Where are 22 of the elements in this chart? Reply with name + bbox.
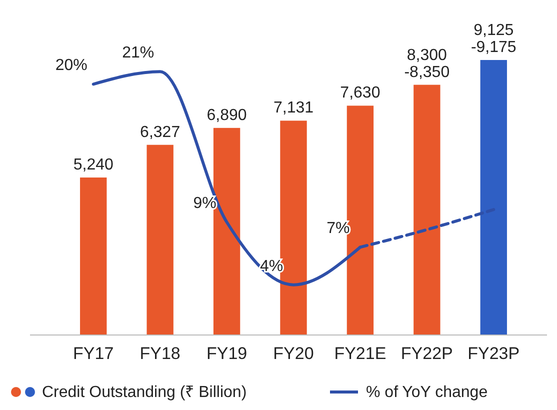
data-label: 9,125-9,175 bbox=[470, 22, 516, 56]
bar bbox=[480, 60, 507, 335]
data-label: 21% bbox=[122, 44, 154, 62]
x-tick-label: FY22P bbox=[400, 344, 453, 363]
legend-label: % of YoY change bbox=[366, 384, 488, 401]
data-label: 7,630 bbox=[340, 84, 380, 102]
x-tick-label: FY23P bbox=[468, 344, 520, 363]
data-label: 20% bbox=[55, 57, 88, 74]
x-tick-label: FY18 bbox=[140, 344, 180, 363]
x-tick-label: FY21E bbox=[334, 344, 386, 363]
x-tick-label: FY19 bbox=[206, 344, 248, 363]
data-label: 6,890 bbox=[206, 106, 247, 124]
data-label: 5,240 bbox=[73, 156, 114, 174]
legend-label: Credit Outstanding (₹ Billion) bbox=[42, 384, 247, 401]
bar bbox=[414, 84, 440, 335]
data-label: 8,300-8,350 bbox=[404, 46, 450, 81]
bar bbox=[146, 144, 174, 335]
x-tick-label: FY20 bbox=[273, 344, 314, 363]
bar bbox=[80, 178, 107, 335]
x-tick-label: FY17 bbox=[73, 344, 114, 363]
data-label: 6,327 bbox=[140, 124, 180, 141]
data-label: 7,131 bbox=[273, 100, 314, 117]
